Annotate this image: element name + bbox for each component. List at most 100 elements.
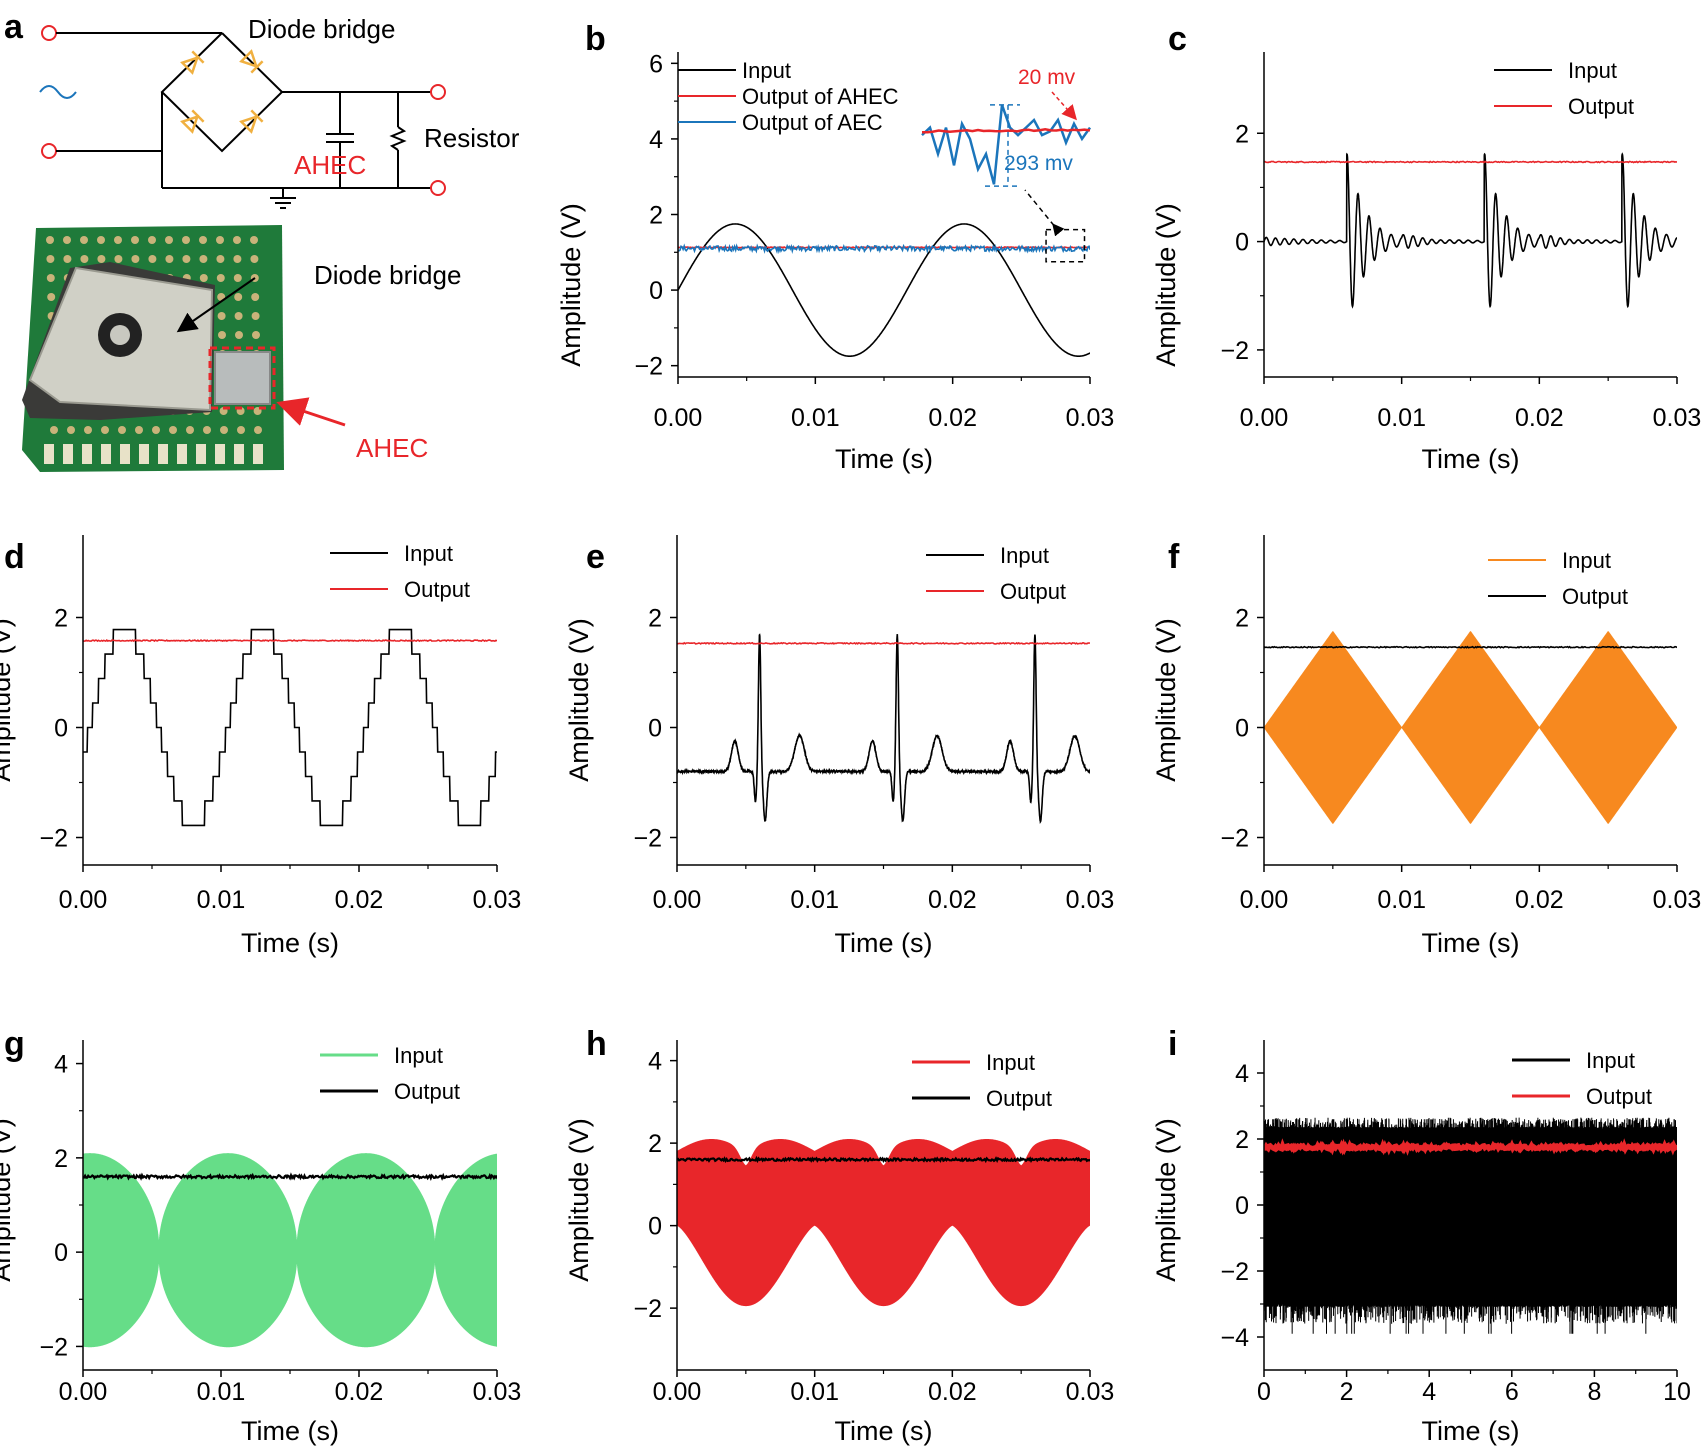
pcb-hole bbox=[46, 236, 54, 244]
y-tick-label: 0 bbox=[648, 1213, 662, 1241]
pcb-hole bbox=[216, 236, 224, 244]
x-tick-label: 0.02 bbox=[335, 1378, 384, 1406]
resistor-label: Resistor bbox=[424, 123, 520, 153]
y-tick-label: 6 bbox=[649, 50, 663, 78]
x-tick-label: 0.00 bbox=[59, 1378, 108, 1406]
pcb-pad bbox=[82, 444, 92, 464]
pcb-hole bbox=[235, 331, 243, 339]
legend: Input Output bbox=[330, 541, 470, 602]
inset-ahec-trace bbox=[922, 128, 1091, 134]
plot-area bbox=[678, 223, 1090, 357]
series-input bbox=[1264, 1117, 1677, 1334]
plot-area bbox=[1264, 1117, 1677, 1334]
diode-bridge-label: Diode bridge bbox=[248, 14, 395, 44]
panel-letter-e: e bbox=[586, 538, 605, 576]
legend: Input Output bbox=[926, 543, 1066, 604]
y-tick-label: 0 bbox=[54, 715, 68, 743]
y-tick-label: 0 bbox=[54, 1239, 68, 1267]
y-tick-label: 0 bbox=[1235, 1192, 1249, 1220]
series-input bbox=[83, 1153, 497, 1348]
ahec-ripple-arrow bbox=[1051, 91, 1077, 121]
diode-icon bbox=[239, 49, 264, 74]
pcb-hole bbox=[199, 274, 208, 282]
y-tick-label: 4 bbox=[1235, 1060, 1249, 1088]
diode-icons bbox=[180, 49, 264, 134]
pcb-hole bbox=[203, 426, 211, 434]
x-axis-title: Time (s) bbox=[241, 1416, 339, 1446]
legend-label: Output of AEC bbox=[742, 110, 883, 135]
series-output bbox=[83, 1172, 497, 1181]
x-tick-label: 0.02 bbox=[1515, 404, 1564, 432]
legend-label: Input bbox=[986, 1050, 1035, 1075]
ahec-highlight-box bbox=[208, 346, 276, 410]
photo-bridge-label: Diode bridge bbox=[314, 260, 461, 290]
pcb-hole bbox=[131, 236, 139, 244]
plot-area bbox=[83, 628, 497, 827]
x-axis-title: Time (s) bbox=[1422, 928, 1520, 958]
input-terminal-top bbox=[41, 25, 57, 41]
x-tick-label: 0.00 bbox=[1240, 886, 1289, 914]
circuit-schematic bbox=[41, 25, 446, 209]
panel-c: c 0.00 0.01 0.02 0.03 −2 0 2 Time (s) Amplitude (… bbox=[1151, 20, 1701, 474]
output-terminal-bottom bbox=[430, 180, 446, 196]
x-tick-label: 0.01 bbox=[1377, 886, 1426, 914]
y-tick-label: 2 bbox=[1235, 120, 1249, 148]
pcb-hole bbox=[250, 255, 259, 263]
x-axis-title: Time (s) bbox=[1422, 1416, 1520, 1446]
pcb-hole bbox=[131, 255, 140, 263]
y-axis-title: Amplitude (V) bbox=[0, 1118, 16, 1282]
legend-label: Output bbox=[1586, 1084, 1652, 1109]
legend-label: Input bbox=[1568, 58, 1617, 83]
x-tick-label: 0.03 bbox=[1066, 404, 1115, 432]
legend-label: Output bbox=[1568, 94, 1634, 119]
series-output bbox=[1264, 1138, 1677, 1156]
y-tick-label: 2 bbox=[54, 1145, 68, 1173]
series-input bbox=[1264, 631, 1677, 824]
y-axis-title: Amplitude (V) bbox=[1151, 203, 1181, 367]
y-axis-title: Amplitude (V) bbox=[1151, 1118, 1181, 1282]
x-tick-label: 0.03 bbox=[1066, 886, 1115, 914]
legend-label: Output bbox=[394, 1079, 460, 1104]
panel-letter-f: f bbox=[1168, 538, 1180, 576]
y-tick-label: −2 bbox=[1220, 825, 1249, 853]
legend-label: Output bbox=[404, 577, 470, 602]
x-tick-label: 10 bbox=[1663, 1378, 1691, 1406]
x-tick-label: 0.00 bbox=[59, 886, 108, 914]
legend-label: Input bbox=[1000, 543, 1049, 568]
panel-d: d 0.00 0.01 0.02 0.03 −2 0 2 Time (s) Amplitude (… bbox=[0, 535, 521, 958]
y-axis-title: Amplitude (V) bbox=[0, 618, 16, 782]
legend-label: Input bbox=[404, 541, 453, 566]
legend: Input Output bbox=[320, 1043, 460, 1104]
panel-f: f 0.00 0.01 0.02 0.03 −2 0 2 Time (s) Amplitude (… bbox=[1151, 535, 1701, 958]
pcb-hole bbox=[46, 274, 55, 282]
y-axis-title: Amplitude (V) bbox=[1151, 618, 1181, 782]
inset-aec-trace bbox=[921, 104, 1092, 185]
pcb-hole bbox=[50, 426, 58, 434]
legend-label: Output bbox=[1000, 579, 1066, 604]
x-axis-title: Time (s) bbox=[241, 928, 339, 958]
series-input bbox=[677, 1139, 1090, 1307]
pcb-hole bbox=[63, 236, 71, 244]
pcb-hole bbox=[216, 274, 225, 282]
panel-letter-h: h bbox=[586, 1025, 607, 1063]
y-tick-label: 0 bbox=[649, 277, 663, 305]
pcb-pad bbox=[253, 444, 263, 464]
pcb-hole bbox=[254, 426, 262, 434]
series-output bbox=[1264, 160, 1677, 164]
y-axis-title: Amplitude (V) bbox=[564, 618, 594, 782]
series-input bbox=[83, 628, 497, 827]
x-tick-label: 0.01 bbox=[197, 886, 246, 914]
x-tick-label: 0.01 bbox=[790, 886, 839, 914]
x-tick-label: 0.01 bbox=[790, 1378, 839, 1406]
y-tick-label: 2 bbox=[1235, 1126, 1249, 1154]
x-tick-label: 0.03 bbox=[473, 886, 522, 914]
legend-label: Input bbox=[1586, 1048, 1635, 1073]
series-input bbox=[678, 223, 1090, 357]
x-tick-label: 0.02 bbox=[928, 1378, 977, 1406]
x-tick-label: 0.02 bbox=[928, 886, 977, 914]
x-tick-label: 0 bbox=[1257, 1378, 1271, 1406]
pcb-hole bbox=[118, 426, 126, 434]
plot-area bbox=[83, 1153, 497, 1348]
pcb-hole bbox=[148, 255, 157, 263]
plot-area bbox=[677, 633, 1090, 825]
